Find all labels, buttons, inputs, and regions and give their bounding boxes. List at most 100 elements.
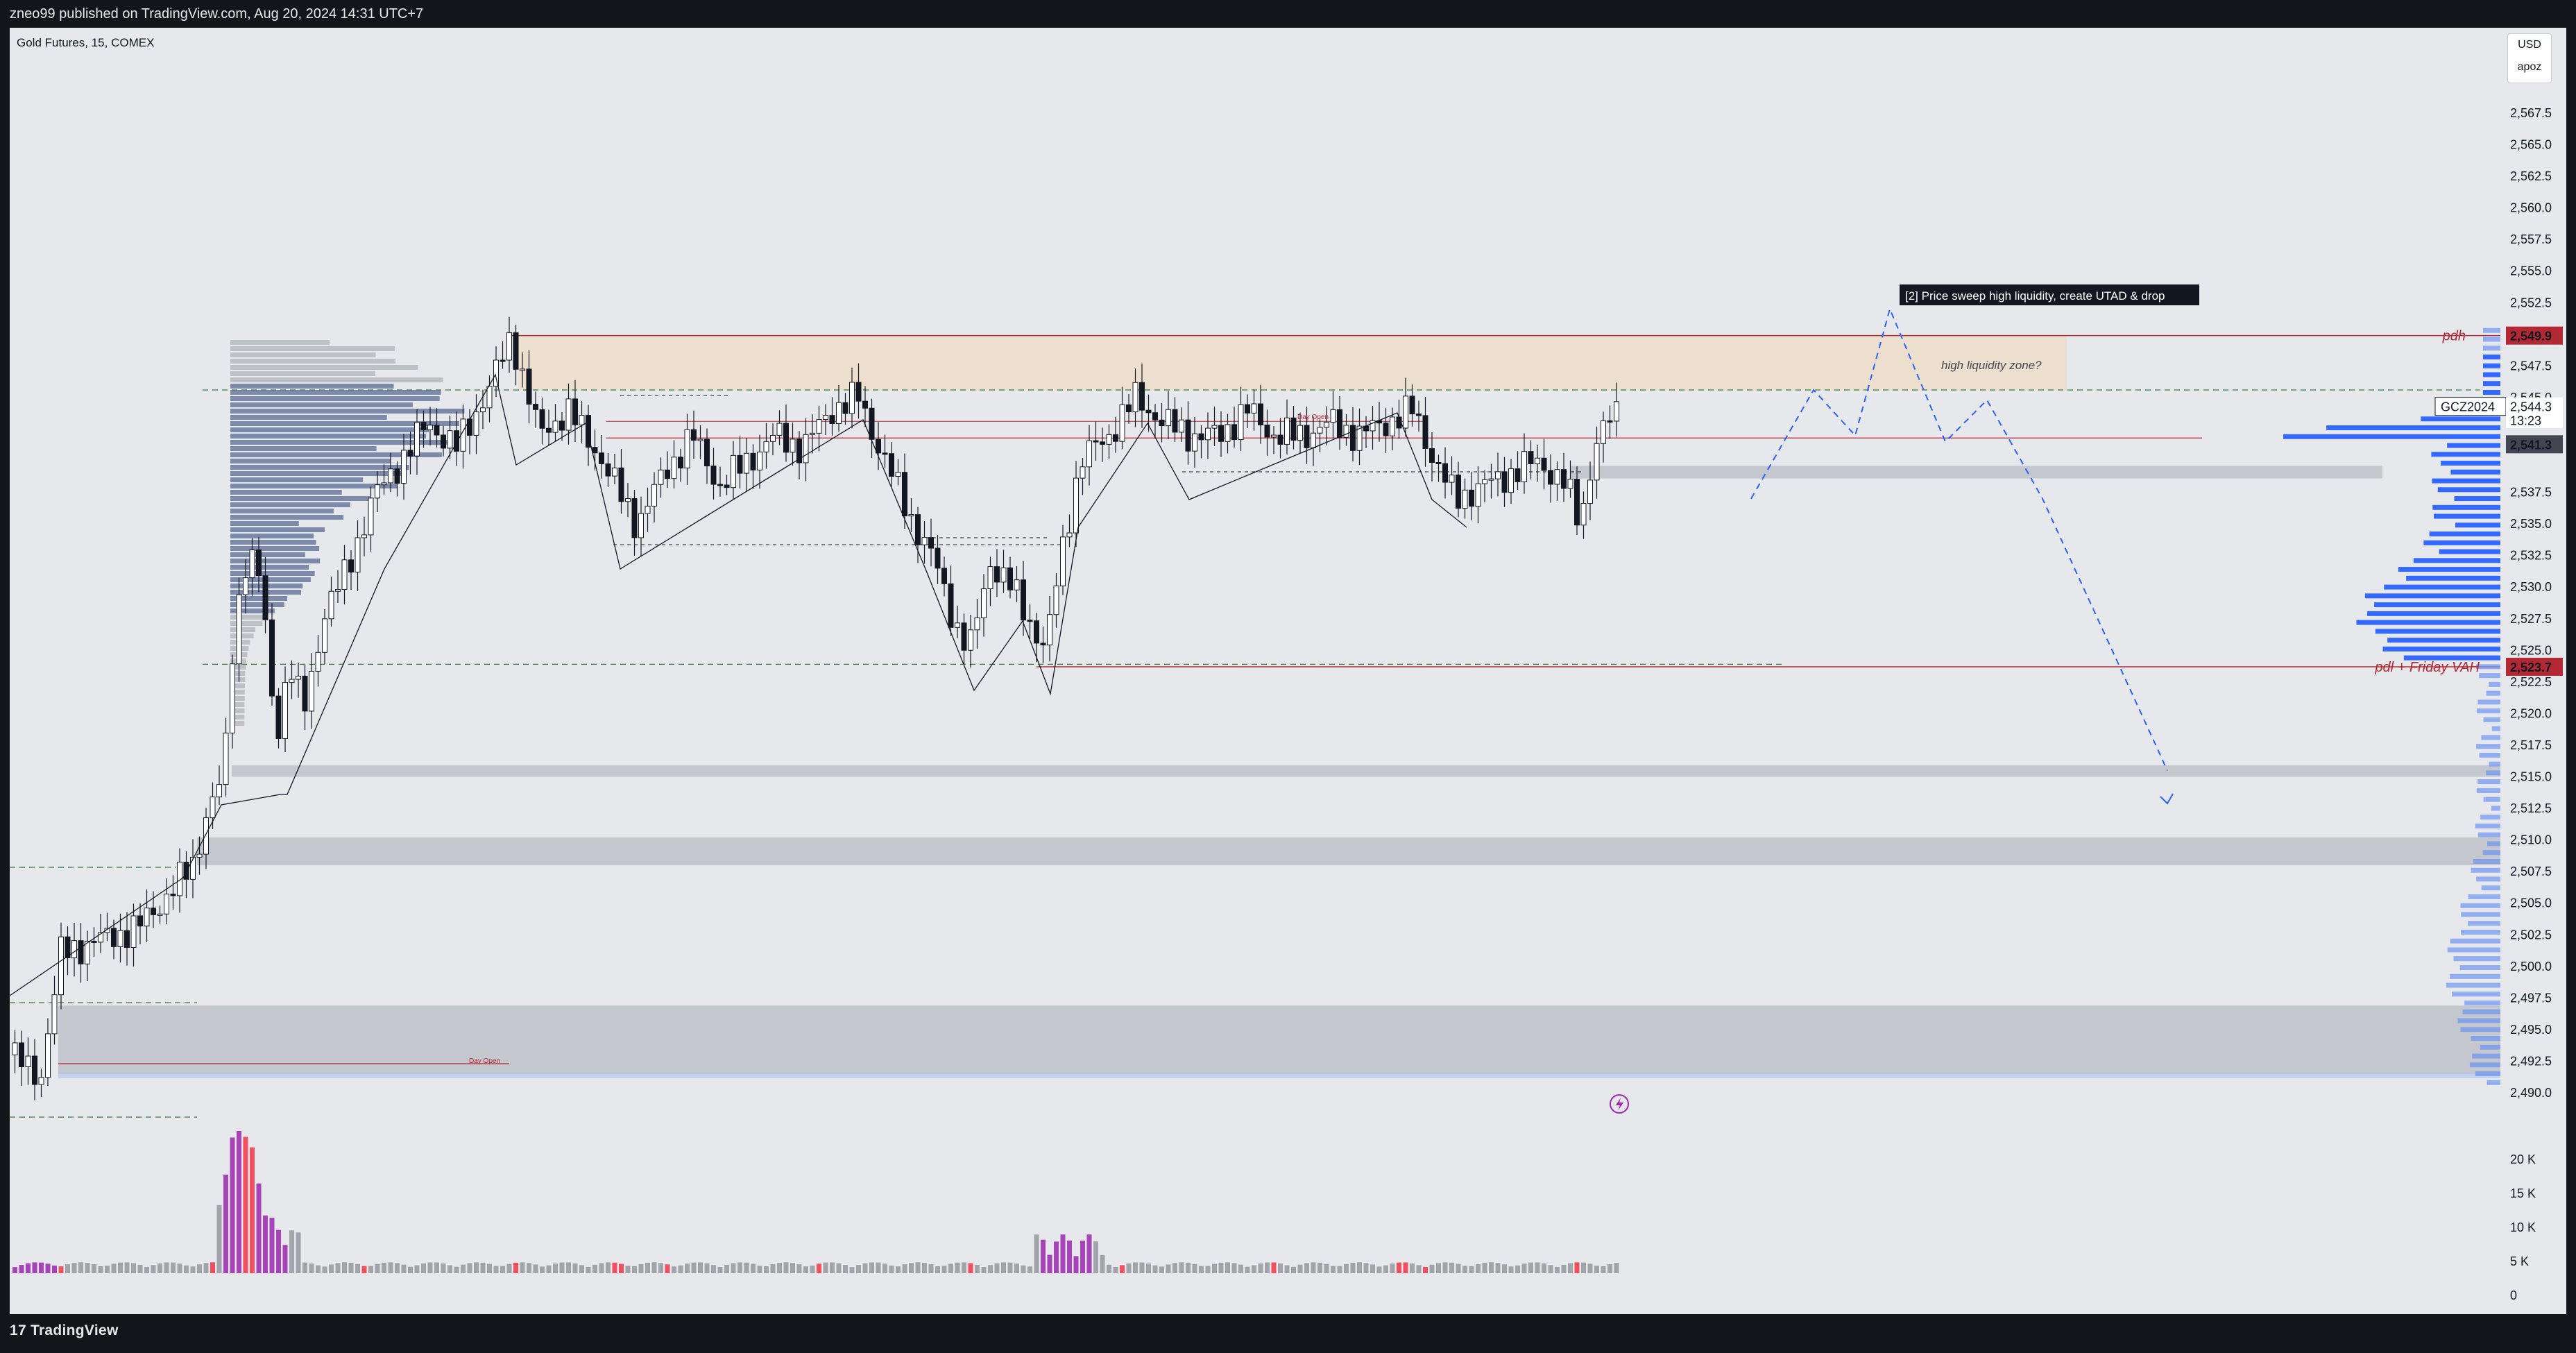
candle-up — [104, 928, 110, 933]
volume-bar — [638, 1263, 644, 1273]
candle-up — [1488, 478, 1494, 481]
tradingview-logo[interactable]: 17 TradingView — [10, 1322, 119, 1339]
y-axis-label: 2,515.0 — [2510, 770, 2552, 784]
volume-bar — [902, 1264, 907, 1273]
volume-bar — [322, 1266, 327, 1273]
profile-bar — [230, 708, 245, 713]
candle-up — [355, 537, 361, 573]
chart-pane[interactable]: 2,567.5 2,565.0 2,562.5 2,560.0 2,557.5 2,555… — [10, 28, 2566, 1314]
candle-down — [902, 472, 907, 517]
volume-bar — [296, 1232, 301, 1273]
publish-header: zneo99 published on TradingView.com, Aug… — [0, 0, 2576, 28]
volume-bar — [171, 1262, 176, 1273]
volume-bar — [1390, 1263, 1395, 1273]
profile-bar — [2468, 894, 2500, 899]
volume-bar — [216, 1205, 222, 1273]
candle-down — [526, 368, 532, 405]
volume-bar — [375, 1263, 380, 1273]
candle-up — [770, 434, 776, 442]
volume-bar — [1574, 1262, 1580, 1273]
candle-down — [302, 675, 308, 712]
profile-bar — [2423, 540, 2500, 545]
volume-bar — [1041, 1239, 1046, 1273]
candle-down — [592, 447, 598, 454]
candle-up — [1324, 422, 1329, 428]
currency-button[interactable]: USD apoz — [2507, 33, 2552, 83]
volume-bar — [1073, 1256, 1079, 1273]
volume-bar — [39, 1262, 44, 1273]
volume-bar — [1607, 1264, 1612, 1273]
current-price-tag — [2506, 435, 2563, 454]
volume-bar — [566, 1262, 571, 1273]
volume-bar — [355, 1263, 360, 1273]
candle-up — [1132, 382, 1138, 413]
candle-up — [776, 423, 783, 436]
volume-bar — [1416, 1265, 1422, 1273]
volume-bar — [540, 1266, 545, 1273]
callout-text: [2] Price sweep high liquidity, create U… — [1905, 289, 2165, 303]
volume-bar — [1311, 1262, 1316, 1273]
volume-bar — [441, 1263, 446, 1273]
price-chart[interactable]: 2,567.5 2,565.0 2,562.5 2,560.0 2,557.5 2,555… — [10, 28, 2566, 1314]
symbol-title[interactable]: Gold Futures, 15, COMEX — [17, 36, 155, 49]
volume-bar — [658, 1263, 663, 1273]
candle-down — [855, 382, 862, 402]
volume-bar — [1021, 1265, 1026, 1273]
profile-bar — [230, 471, 406, 476]
brand-name: TradingView — [30, 1322, 119, 1338]
profile-bar — [2326, 425, 2500, 431]
candle-down — [935, 547, 941, 569]
y-axis-label: 2,492.5 — [2510, 1054, 2552, 1068]
volume-bar — [210, 1262, 215, 1273]
candle-down — [151, 908, 156, 915]
y-axis-label: 2,500.0 — [2510, 960, 2552, 973]
candle-up — [1086, 440, 1092, 468]
candle-down — [1469, 489, 1474, 507]
volume-bar — [32, 1262, 37, 1273]
profile-bar — [2452, 992, 2500, 997]
profile-bar — [2477, 699, 2500, 705]
profile-bar — [230, 615, 268, 620]
profile-bar — [2483, 327, 2500, 333]
volume-bar — [1054, 1241, 1059, 1273]
candle-down — [678, 457, 683, 469]
volume-bar — [1423, 1266, 1428, 1273]
volume-bar — [678, 1265, 683, 1273]
volume-bar — [1278, 1263, 1283, 1273]
candle-down — [1100, 441, 1105, 445]
volume-bar — [1482, 1262, 1487, 1273]
pdl-price-tag — [2506, 658, 2563, 676]
volume-bar — [606, 1262, 611, 1273]
profile-bar — [2471, 867, 2500, 873]
y-axis-label: 2,567.5 — [2510, 106, 2552, 120]
candle-down — [1007, 567, 1013, 590]
candle-up — [414, 422, 420, 457]
candle-up — [196, 853, 203, 858]
candle-up — [1251, 403, 1257, 414]
candle-down — [691, 429, 697, 441]
profile-bar — [2367, 611, 2500, 616]
volume-bar — [1495, 1263, 1501, 1273]
high-liquidity-zone — [518, 335, 2067, 391]
candle-up — [368, 497, 374, 536]
volume-bar — [1587, 1263, 1593, 1273]
volume-bar — [1291, 1266, 1296, 1273]
candle-up — [651, 484, 657, 507]
profile-bar — [2483, 797, 2500, 802]
profile-bar — [2480, 815, 2500, 820]
profile-bar — [2475, 823, 2500, 828]
profile-bar — [230, 346, 395, 351]
profile-bar — [230, 696, 245, 701]
volume-bar — [1528, 1262, 1533, 1273]
profile-bar — [230, 546, 320, 551]
volume-bar — [672, 1266, 676, 1273]
profile-bar — [2460, 929, 2500, 935]
volume-bar — [348, 1262, 354, 1273]
volume-bar — [948, 1263, 953, 1273]
candle-down — [1245, 404, 1250, 414]
candle-down — [1152, 412, 1158, 420]
candle-up — [25, 1055, 31, 1067]
volume-bar — [92, 1264, 96, 1273]
candle-up — [565, 398, 572, 431]
volume-bar — [1139, 1262, 1145, 1273]
